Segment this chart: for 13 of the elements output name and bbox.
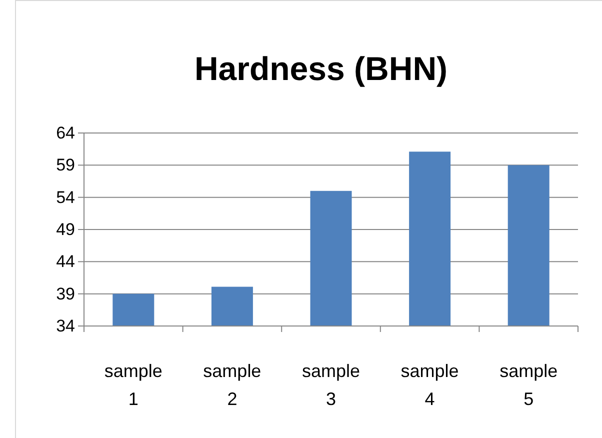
x-tick-label: sample 5 (500, 361, 558, 409)
y-tick-label: 54 (56, 188, 75, 207)
y-tick-label: 49 (56, 220, 75, 239)
x-tick-label: sample 3 (302, 361, 360, 409)
x-tick-label: sample 1 (104, 361, 162, 409)
y-tick-label: 39 (56, 284, 75, 304)
y-tick-label: 64 (56, 123, 75, 142)
x-tick-label: sample 2 (203, 361, 262, 409)
x-tick-label: sample 4 (400, 361, 459, 409)
chart-title: Hardness (BHN) (194, 50, 448, 87)
y-tick-label: 59 (56, 156, 75, 175)
y-tick-label: 34 (56, 316, 75, 336)
y-tick-label: 44 (56, 252, 75, 272)
